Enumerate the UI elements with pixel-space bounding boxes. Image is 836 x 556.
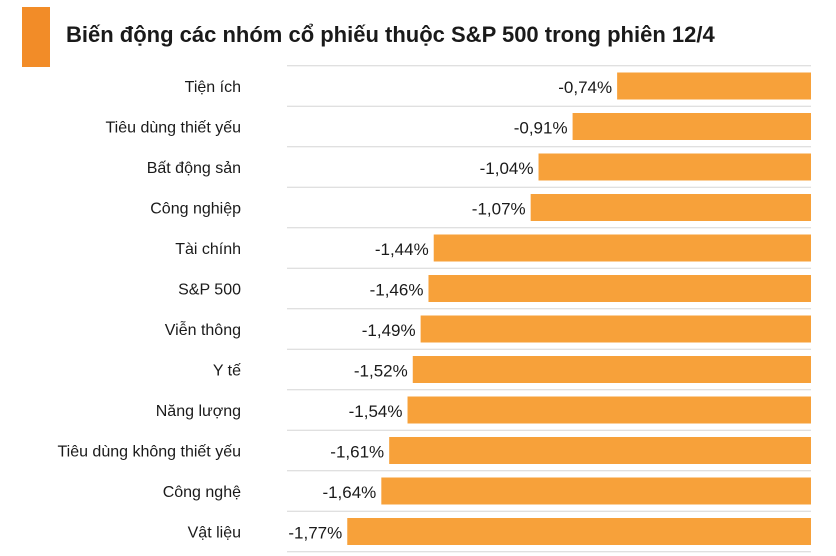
value-label: -1,52%: [354, 362, 408, 381]
bar: [428, 275, 811, 302]
category-label: S&P 500: [178, 282, 241, 299]
category-label: Vật liệu: [188, 525, 241, 542]
category-label: Năng lượng: [156, 403, 241, 420]
value-label: -1,77%: [288, 524, 342, 543]
bar: [617, 72, 811, 100]
category-label: Tài chính: [175, 241, 241, 258]
category-label: Tiện ích: [185, 79, 241, 96]
bar: [407, 396, 811, 424]
category-label: Công nghiệp: [150, 201, 241, 218]
value-label: -1,07%: [472, 200, 526, 219]
category-label: Viễn thông: [165, 320, 241, 339]
bar: [381, 477, 811, 505]
bar: [433, 234, 811, 262]
bar: [530, 194, 811, 221]
bar: [572, 113, 811, 140]
value-label: -1,04%: [480, 159, 534, 178]
title-accent-bar: [22, 7, 50, 67]
bar: [412, 356, 811, 383]
bar: [389, 437, 811, 464]
bar: [347, 518, 811, 545]
value-label: -1,46%: [370, 281, 424, 300]
category-label: Tiêu dùng thiết yếu: [106, 120, 242, 137]
bar: [538, 153, 811, 181]
category-label: Công nghệ: [163, 484, 241, 501]
value-label: -1,54%: [349, 402, 403, 421]
value-label: -0,91%: [514, 119, 568, 138]
value-label: -1,61%: [330, 443, 384, 462]
category-label: Bất động sản: [147, 160, 241, 177]
value-label: -1,64%: [322, 483, 376, 502]
value-label: -0,74%: [558, 78, 612, 97]
bar: [420, 315, 811, 343]
chart-title: Biến động các nhóm cổ phiếu thuộc S&P 50…: [66, 22, 715, 47]
category-label: Y tế: [213, 363, 241, 380]
value-label: -1,49%: [362, 321, 416, 340]
value-label: -1,44%: [375, 240, 429, 259]
category-label: Tiêu dùng không thiết yếu: [57, 444, 241, 461]
